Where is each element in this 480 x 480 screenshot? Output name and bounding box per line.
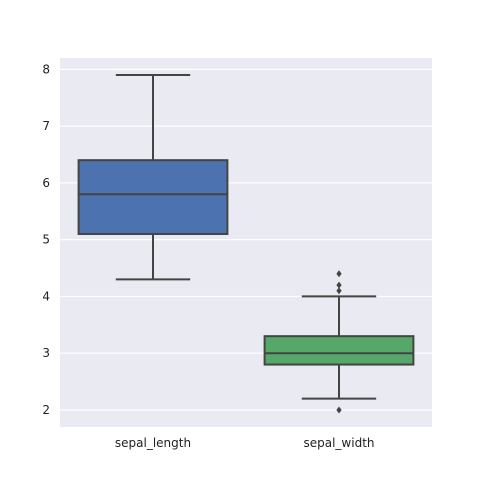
box-sepal_width (263, 270, 415, 414)
outlier-point (336, 406, 342, 414)
x-tick-label: sepal_length (115, 436, 191, 450)
box-sepal_length (77, 74, 229, 281)
x-axis-ticks: sepal_length sepal_width (115, 436, 375, 450)
outlier-point (336, 270, 342, 278)
y-tick-label: 2 (42, 403, 50, 417)
y-tick-label: 4 (42, 289, 50, 303)
y-tick-label: 8 (42, 62, 50, 76)
boxes (77, 74, 415, 414)
iqr-box (77, 159, 229, 235)
y-tick-label: 6 (42, 176, 50, 190)
y-axis-ticks: 2 3 4 5 6 7 8 (42, 62, 50, 417)
x-tick-label: sepal_width (303, 436, 374, 450)
plot-background (60, 58, 432, 427)
outlier-point (336, 287, 342, 295)
outlier-point (336, 281, 342, 289)
y-tick-label: 7 (42, 119, 50, 133)
iqr-box (263, 335, 415, 366)
y-tick-label: 3 (42, 346, 50, 360)
y-tick-label: 5 (42, 233, 50, 247)
